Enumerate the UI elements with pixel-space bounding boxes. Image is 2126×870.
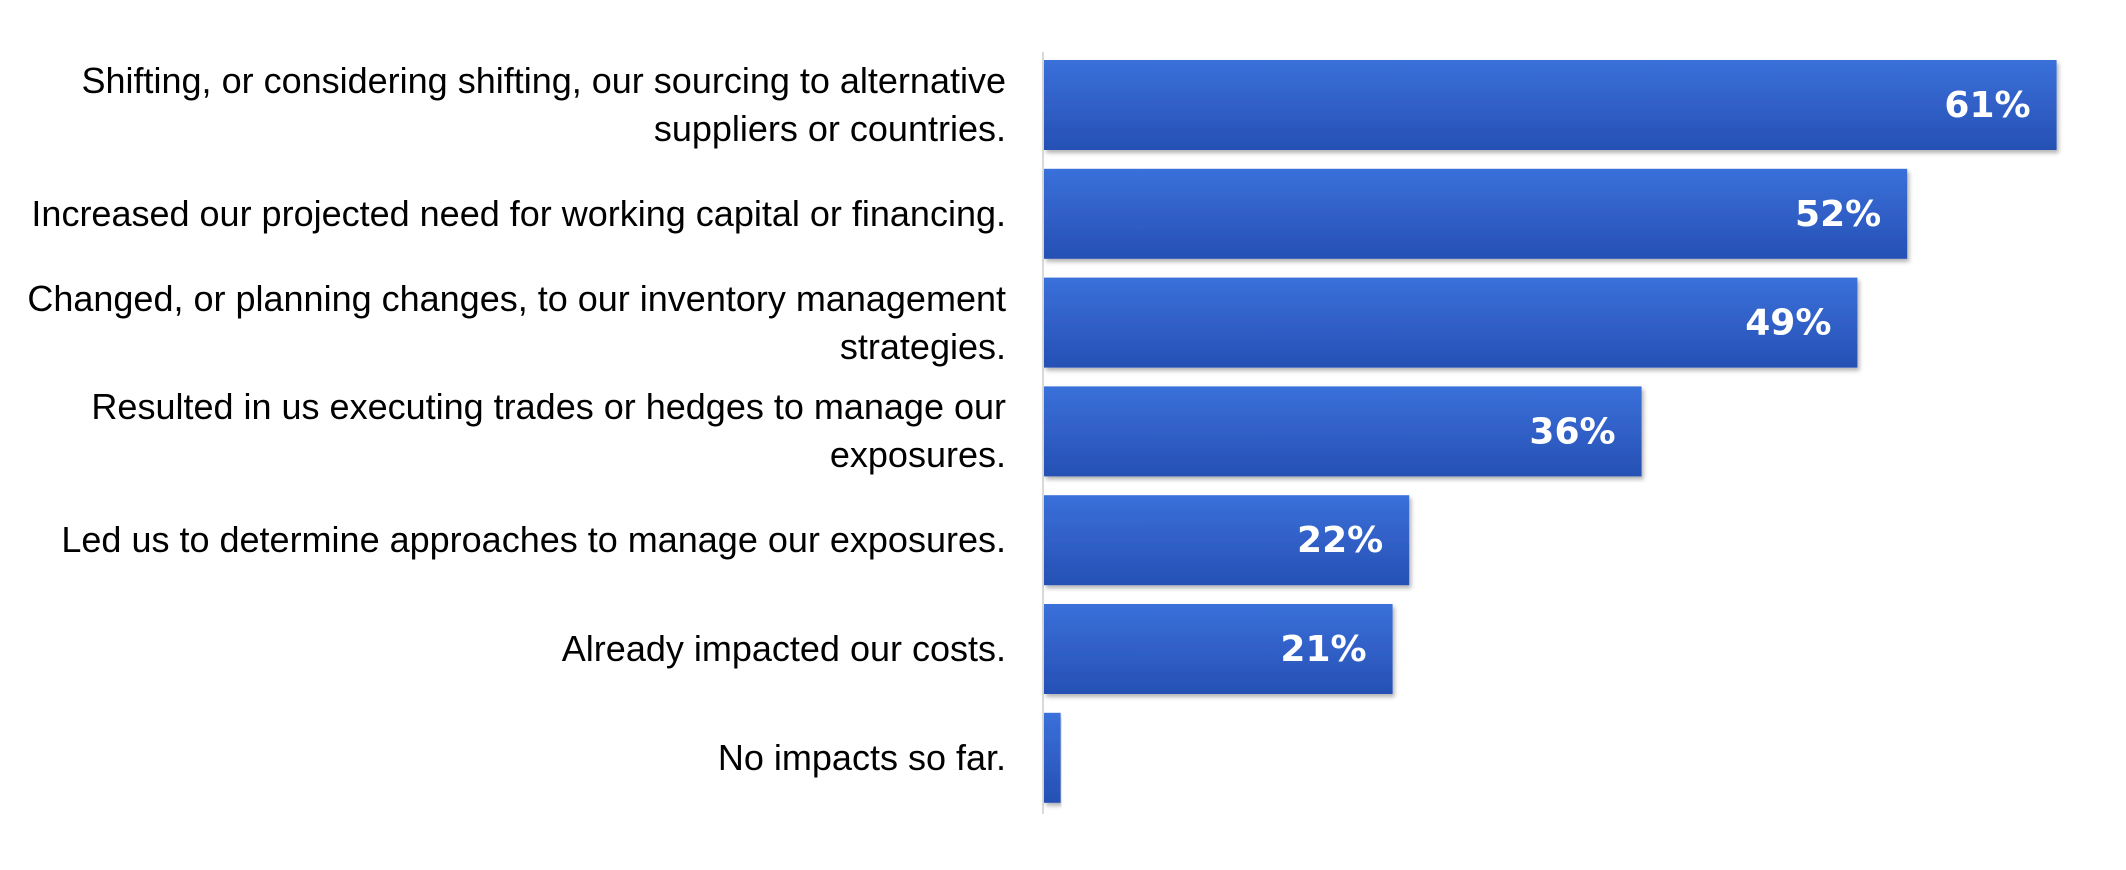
value-label: 49% <box>1745 303 1831 344</box>
category-label: No impacts so far. <box>717 736 1006 778</box>
category-label: Led us to determine approaches to manage… <box>61 519 1006 561</box>
value-label: 21% <box>1280 629 1366 670</box>
bar <box>1044 495 1410 586</box>
value-label: 61% <box>1944 85 2030 126</box>
category-label: Changed, or planning changes, to our inv… <box>27 277 1006 367</box>
bar <box>1044 386 1642 477</box>
category-label: Shifting, or considering shifting, our s… <box>81 60 1006 149</box>
bar <box>1044 277 1858 368</box>
value-label: 36% <box>1529 411 1615 452</box>
bar <box>1044 604 1393 694</box>
category-label: Resulted in us executing trades or hedge… <box>91 386 1006 476</box>
category-label: Already impacted our costs. <box>561 628 1006 669</box>
bar <box>1044 168 1908 259</box>
bar <box>1044 712 1061 803</box>
value-label: 22% <box>1297 520 1383 561</box>
category-label: Increased our projected need for working… <box>31 192 1006 234</box>
value-label: 52% <box>1795 194 1881 235</box>
bar <box>1044 60 2057 150</box>
